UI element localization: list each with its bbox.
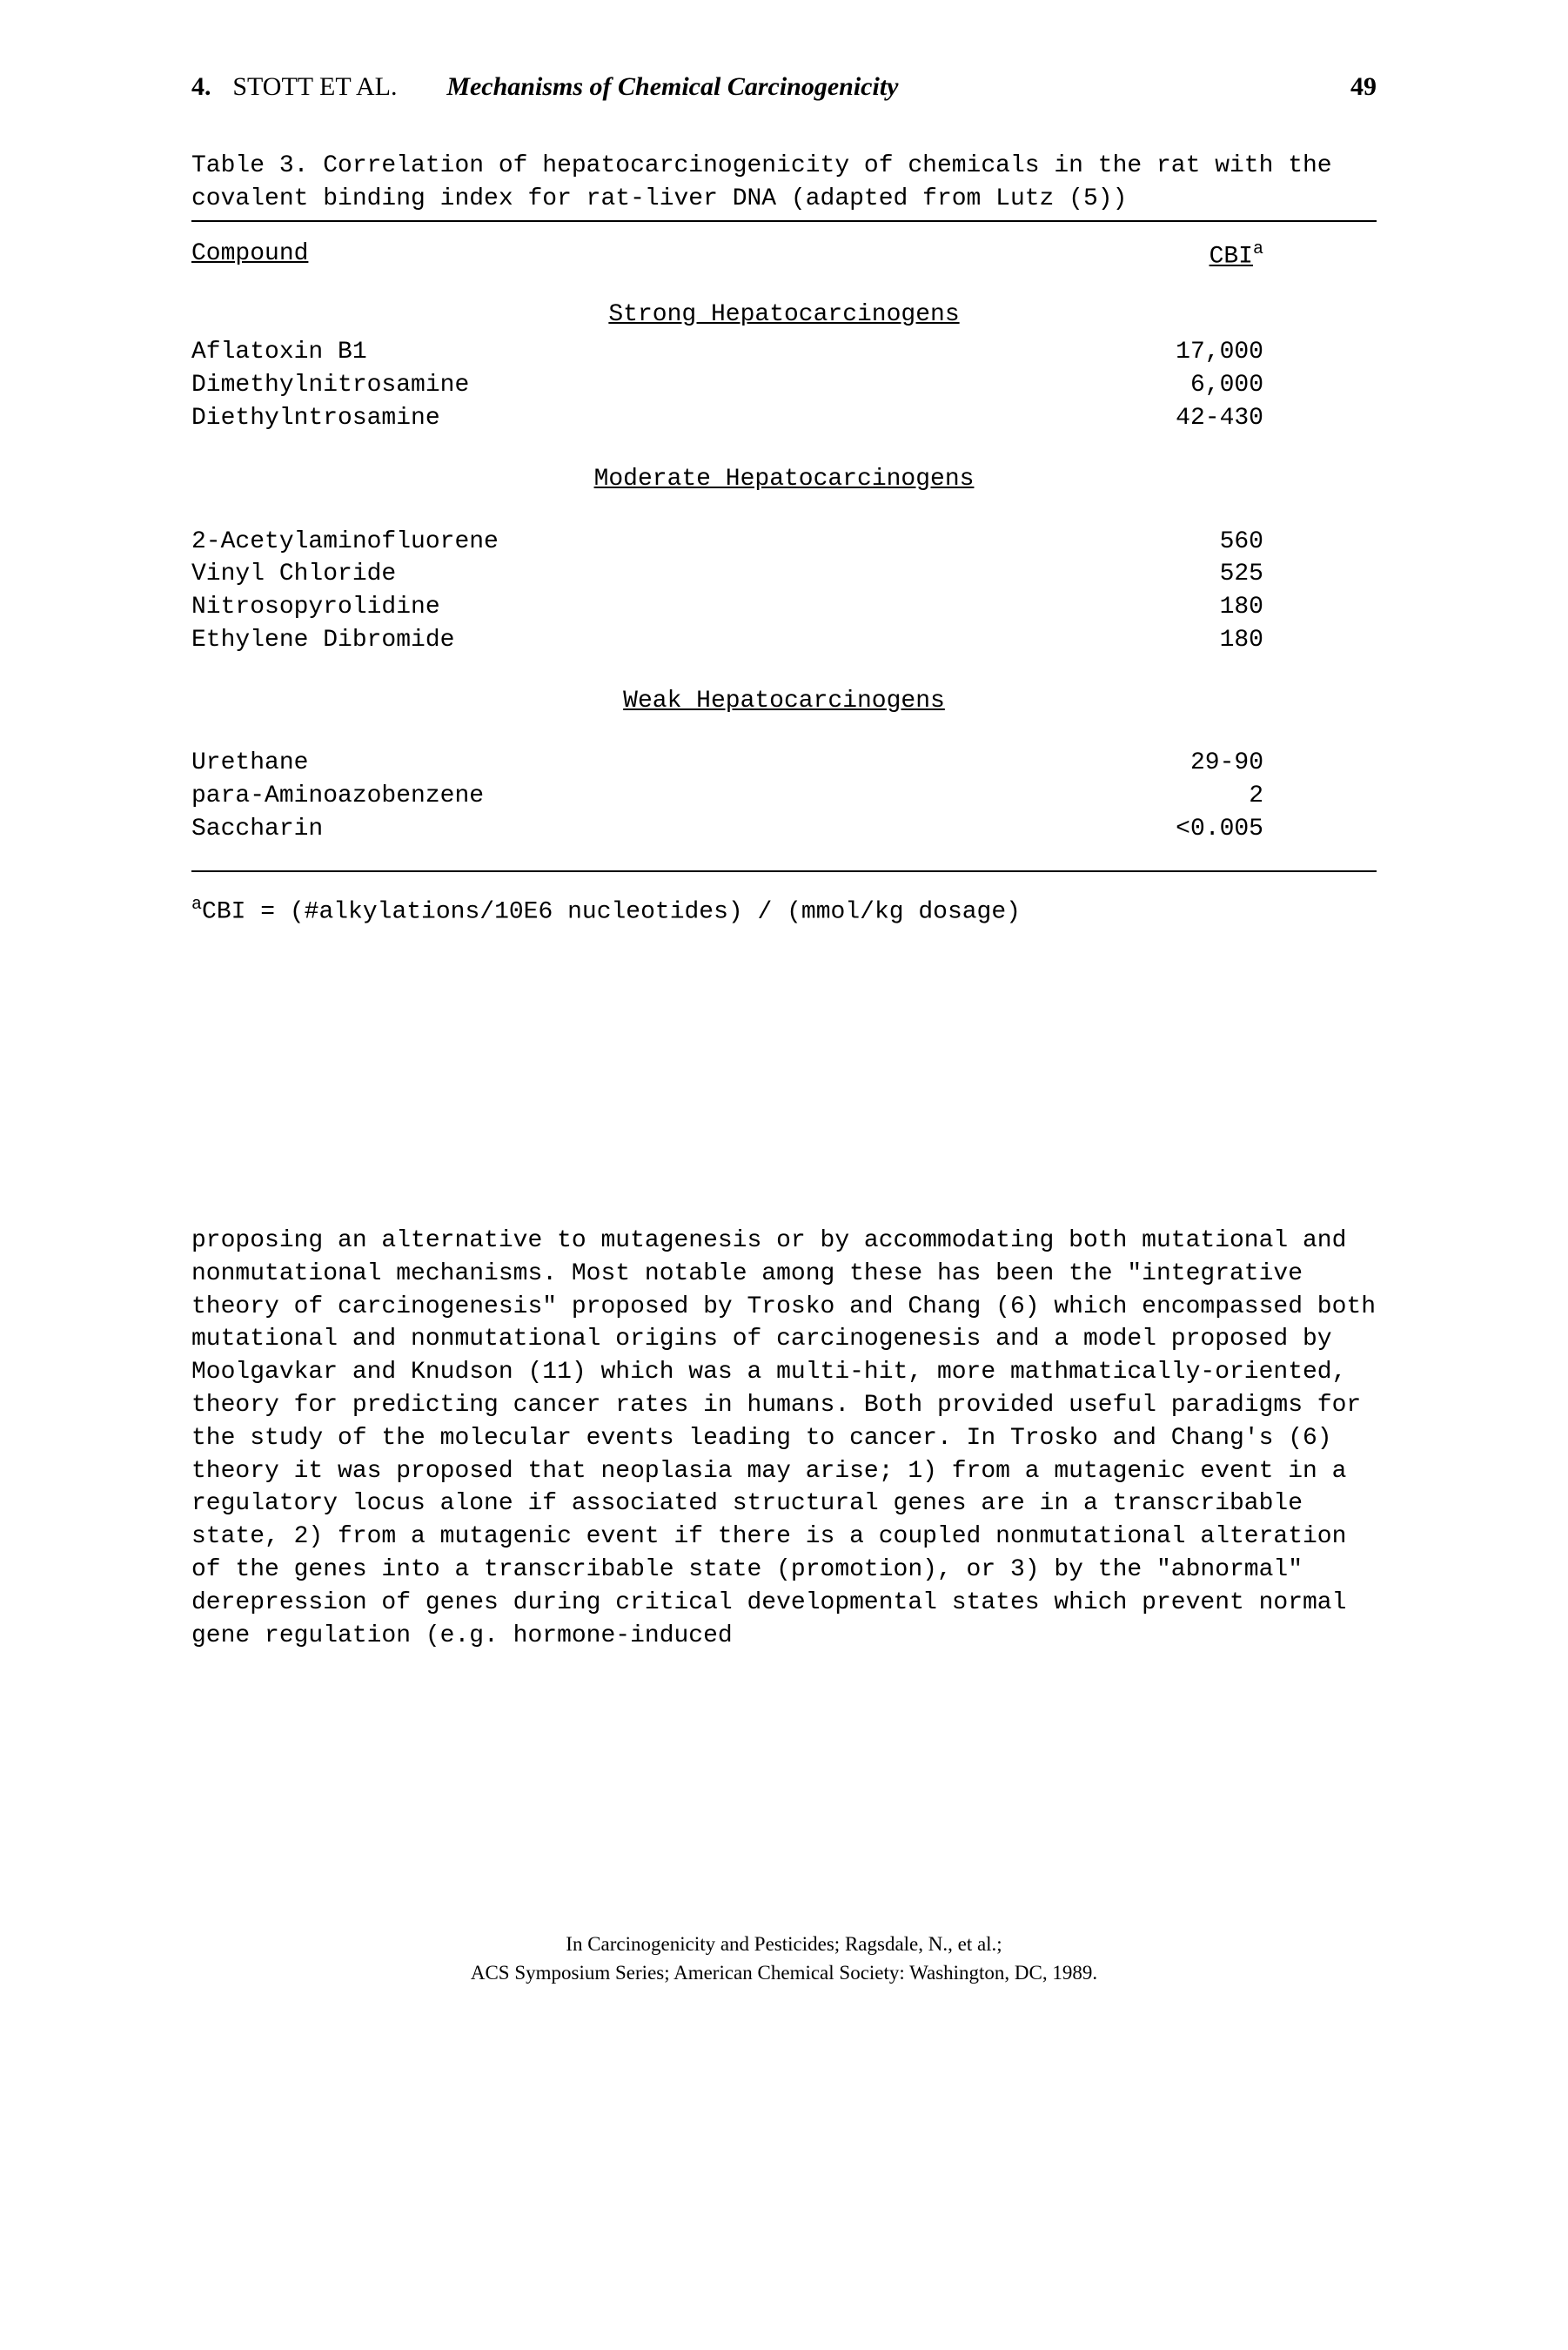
chapter-number: 4. [191,72,211,101]
compound-name: Saccharin [191,813,1150,846]
table-row: Saccharin <0.005 [191,813,1377,846]
article-title: Mechanisms of Chemical Carcinogenicity [446,72,898,101]
col-compound: Compound [191,238,308,273]
cbi-value: 525 [1150,558,1377,591]
cbi-value: 42-430 [1150,402,1377,435]
table-row: Aflatoxin B1 17,000 [191,336,1377,369]
compound-name: Ethylene Dibromide [191,624,1150,657]
page-number: 49 [1350,70,1377,105]
cbi-value: <0.005 [1150,813,1377,846]
compound-name: Dimethylnitrosamine [191,369,1150,402]
table-rule-top [191,220,1377,222]
compound-name: Diethylntrosamine [191,402,1150,435]
table-footnote: aCBI = (#alkylations/10E6 nucleotides) /… [191,893,1377,929]
compound-name: 2-Acetylaminofluorene [191,526,1150,559]
compound-name: para-Aminoazobenzene [191,780,1150,813]
table-row: Nitrosopyrolidine 180 [191,591,1377,624]
compound-name: Urethane [191,747,1150,780]
cbi-value: 6,000 [1150,369,1377,402]
page-footer: In Carcinogenicity and Pesticides; Ragsd… [191,1930,1377,1986]
cbi-value: 29-90 [1150,747,1377,780]
cbi-value: 180 [1150,624,1377,657]
section-title-weak: Weak Hepatocarcinogens [191,685,1377,718]
compound-name: Nitrosopyrolidine [191,591,1150,624]
table-row: 2-Acetylaminofluorene 560 [191,526,1377,559]
footer-line-2: ACS Symposium Series; American Chemical … [191,1959,1377,1987]
cbi-value: 180 [1150,591,1377,624]
cbi-value: 2 [1150,780,1377,813]
table-row: para-Aminoazobenzene 2 [191,780,1377,813]
cbi-value: 560 [1150,526,1377,559]
table-caption: Table 3. Correlation of hepatocarcinogen… [191,150,1377,216]
page-header: 4. STOTT ET AL. Mechanisms of Chemical C… [191,70,1377,106]
authors: STOTT ET AL. [232,72,397,101]
footer-line-1: In Carcinogenicity and Pesticides; Ragsd… [191,1930,1377,1958]
compound-name: Aflatoxin B1 [191,336,1150,369]
table-row: Dimethylnitrosamine 6,000 [191,369,1377,402]
section-title-strong: Strong Hepatocarcinogens [191,299,1377,332]
table-rule-bottom [191,870,1377,872]
header-left: 4. STOTT ET AL. Mechanisms of Chemical C… [191,70,898,106]
compound-name: Vinyl Chloride [191,558,1150,591]
table-header-row: Compound CBIa [191,238,1377,273]
table-row: Diethylntrosamine 42-430 [191,402,1377,435]
col-cbi: CBIa [1210,238,1377,273]
cbi-value: 17,000 [1150,336,1377,369]
body-paragraph: proposing an alternative to mutagenesis … [191,1225,1377,1652]
section-title-moderate: Moderate Hepatocarcinogens [191,463,1377,496]
table-row: Vinyl Chloride 525 [191,558,1377,591]
table-row: Urethane 29-90 [191,747,1377,780]
table-row: Ethylene Dibromide 180 [191,624,1377,657]
